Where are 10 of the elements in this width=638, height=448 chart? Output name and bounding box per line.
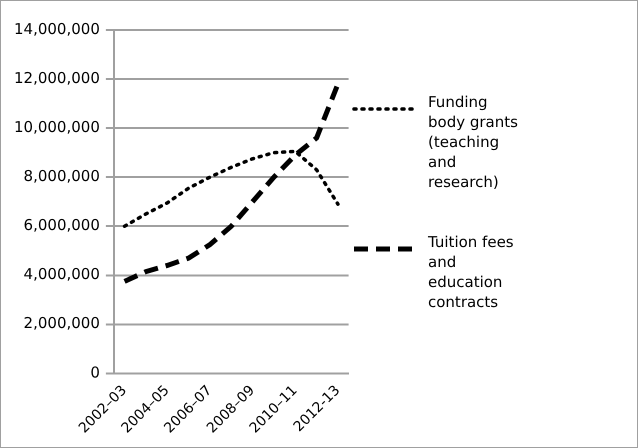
legend-label: Tuition fees and education contracts xyxy=(428,232,515,312)
y-tick-label: 10,000,000 xyxy=(14,118,100,136)
y-tick-label: 8,000,000 xyxy=(24,167,100,186)
y-tick-label: 0 xyxy=(90,363,100,382)
y-tick-label: 4,000,000 xyxy=(24,265,100,284)
y-tick-label: 6,000,000 xyxy=(24,216,100,234)
legend-label: Funding body grants (teaching and research) xyxy=(428,92,519,192)
y-tick-label: 12,000,000 xyxy=(14,68,100,87)
y-tick-label: 14,000,000 xyxy=(14,20,100,38)
y-tick-label: 2,000,000 xyxy=(24,314,100,332)
